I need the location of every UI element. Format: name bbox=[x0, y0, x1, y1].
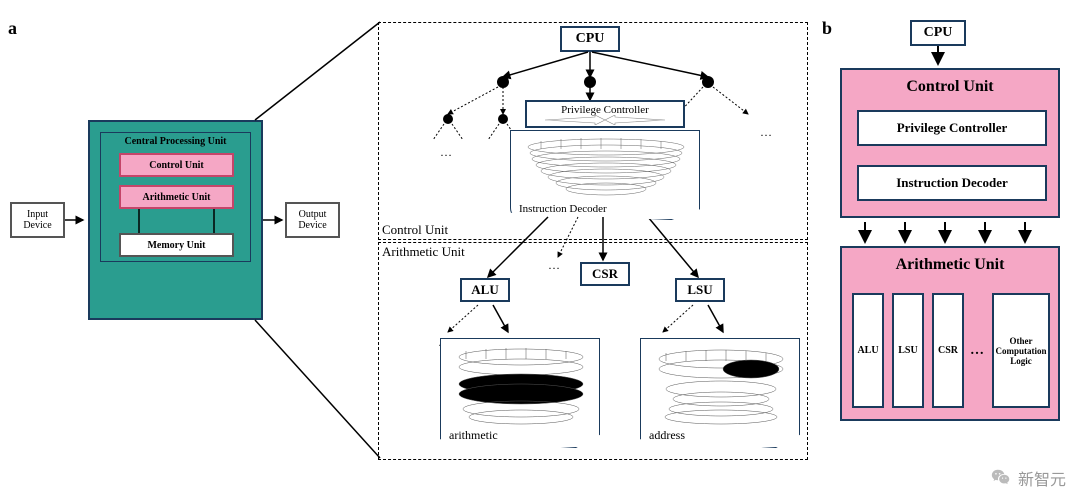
memory-unit-box: Memory Unit bbox=[119, 233, 234, 257]
wechat-icon bbox=[990, 467, 1012, 489]
b-privilege-label: Privilege Controller bbox=[897, 120, 1008, 136]
b-arith-title: Arithmetic Unit bbox=[842, 256, 1058, 274]
b-csr-box: CSR bbox=[932, 293, 964, 408]
b-cpu-label: CPU bbox=[924, 25, 953, 41]
b-control-unit: Control Unit Privilege Controller Instru… bbox=[840, 68, 1060, 218]
alu-box: ALU bbox=[460, 278, 510, 302]
b-privilege-box: Privilege Controller bbox=[857, 110, 1047, 146]
b-lsu-label: LSU bbox=[898, 345, 917, 356]
arithmetic-circuit-box: arithmetic bbox=[440, 338, 600, 448]
decoder-label: Instruction Decoder bbox=[519, 203, 607, 215]
b-decoder-box: Instruction Decoder bbox=[857, 165, 1047, 201]
csr-label: CSR bbox=[592, 266, 618, 282]
b-other-label: Other Computation Logic bbox=[996, 336, 1047, 366]
b-dots: … bbox=[970, 343, 984, 359]
watermark-text: 新智元 bbox=[1018, 466, 1066, 490]
alu-label: ALU bbox=[471, 282, 498, 298]
panel-a-letter: a bbox=[8, 18, 17, 39]
decoder-stack-svg bbox=[511, 131, 701, 203]
zoom-lines bbox=[250, 20, 390, 460]
input-device-box: Input Device bbox=[10, 202, 65, 238]
cpu-outer: Central Processing Unit Control Unit Ari… bbox=[88, 120, 263, 320]
b-alu-label: ALU bbox=[857, 345, 878, 356]
address-circuit-svg bbox=[641, 339, 801, 431]
lsu-box: LSU bbox=[675, 278, 725, 302]
watermark: 新智元 bbox=[990, 466, 1066, 490]
address-circuit-box: address bbox=[640, 338, 800, 448]
arithmetic-unit-box: Arithmetic Unit bbox=[119, 185, 234, 209]
cpu-title: Central Processing Unit bbox=[101, 136, 250, 147]
b-lsu-box: LSU bbox=[892, 293, 924, 408]
tree-dots-2: … bbox=[760, 125, 772, 140]
control-unit-box: Control Unit bbox=[119, 153, 234, 177]
b-csr-label: CSR bbox=[938, 345, 958, 356]
b-control-title: Control Unit bbox=[842, 78, 1058, 96]
arithmetic-circuit-svg bbox=[441, 339, 601, 431]
panel-b-letter: b bbox=[822, 18, 832, 39]
b-alu-box: ALU bbox=[852, 293, 884, 408]
cu-au-connectors bbox=[119, 209, 234, 235]
instruction-decoder-box: Instruction Decoder bbox=[510, 130, 700, 220]
csr-box: CSR bbox=[580, 262, 630, 286]
lsu-label: LSU bbox=[687, 282, 712, 298]
memory-unit-label: Memory Unit bbox=[147, 240, 205, 251]
tree-dots-3: … bbox=[548, 258, 560, 273]
control-unit-label: Control Unit bbox=[149, 160, 204, 171]
b-decoder-label: Instruction Decoder bbox=[896, 175, 1008, 191]
input-device-label: Input Device bbox=[12, 209, 63, 231]
arithmetic-unit-label: Arithmetic Unit bbox=[142, 192, 210, 203]
tree-dots-1: … bbox=[440, 145, 452, 160]
b-other-box: Other Computation Logic bbox=[992, 293, 1050, 408]
b-arith-unit: Arithmetic Unit ALU LSU CSR … Other Comp… bbox=[840, 246, 1060, 421]
privilege-controller-box: Privilege Controller bbox=[525, 100, 685, 128]
cpu-inner: Central Processing Unit Control Unit Ari… bbox=[100, 132, 251, 262]
